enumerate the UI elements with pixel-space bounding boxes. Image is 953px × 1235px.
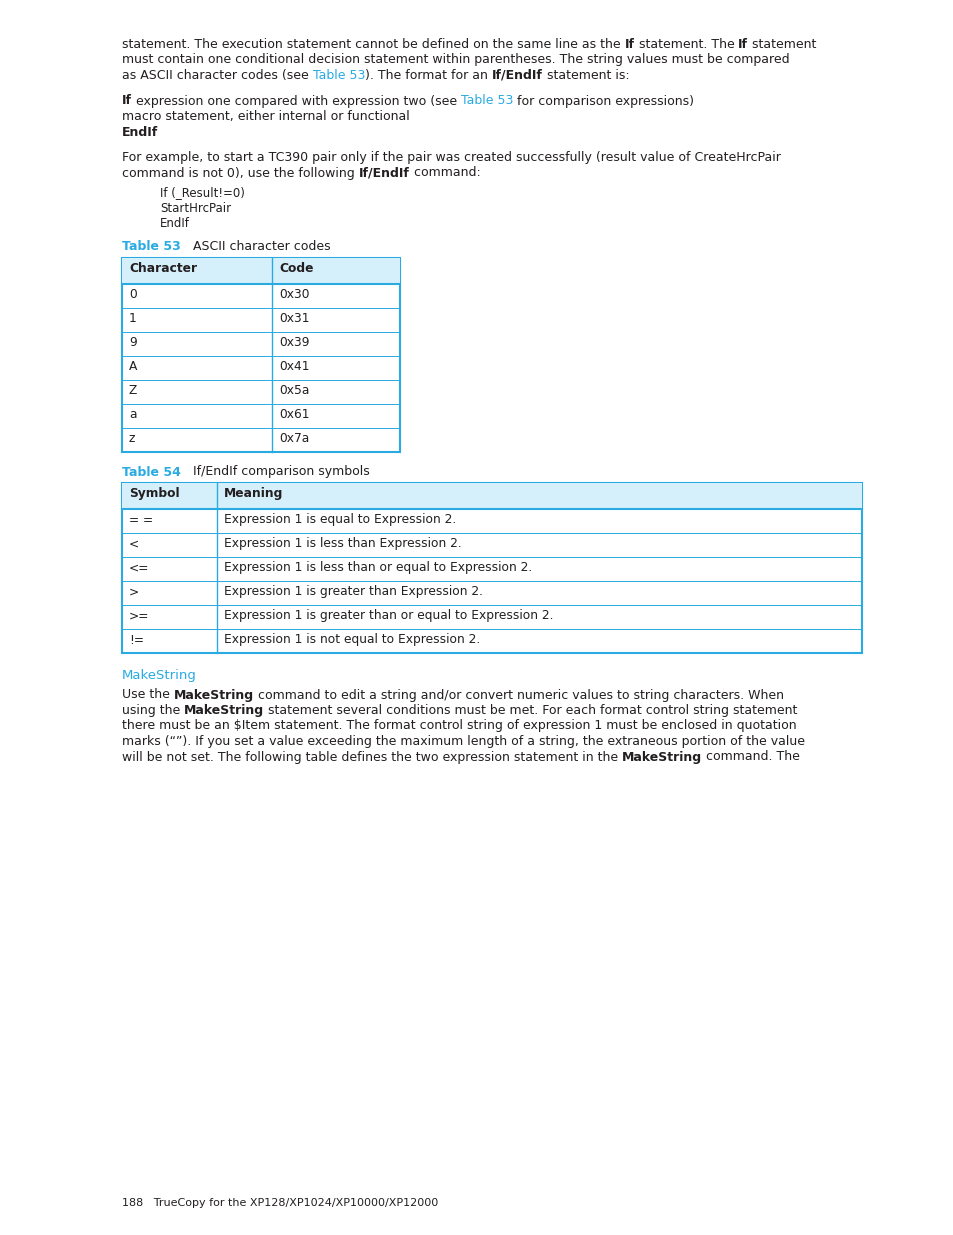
Text: MakeString: MakeString (621, 751, 701, 763)
Text: as ASCII character codes (see: as ASCII character codes (see (122, 69, 313, 82)
Text: command is not 0), use the following: command is not 0), use the following (122, 167, 358, 179)
Text: using the: using the (122, 704, 184, 718)
Text: 0x39: 0x39 (278, 336, 309, 350)
Text: Symbol: Symbol (129, 488, 179, 500)
Text: Table 53: Table 53 (460, 95, 513, 107)
Bar (122, 483, 862, 652)
Text: statement. The execution statement cannot be defined on the same line as the: statement. The execution statement canno… (122, 38, 624, 51)
Text: statement several conditions must be met. For each format control string stateme: statement several conditions must be met… (264, 704, 797, 718)
Text: 0x31: 0x31 (278, 312, 309, 326)
Text: If/EndIf: If/EndIf (492, 69, 542, 82)
Text: a: a (129, 409, 136, 421)
Text: for comparison expressions): for comparison expressions) (513, 95, 694, 107)
Text: must contain one conditional decision statement within parentheses. The string v: must contain one conditional decision st… (122, 53, 789, 67)
Text: expression one compared with expression two (see: expression one compared with expression … (132, 95, 460, 107)
Text: Table 53: Table 53 (313, 69, 365, 82)
Text: statement: statement (747, 38, 816, 51)
Text: StartHrcPair: StartHrcPair (160, 201, 231, 215)
Text: If: If (624, 38, 634, 51)
Text: !=: != (129, 634, 144, 646)
Text: If: If (738, 38, 747, 51)
Text: >=: >= (129, 610, 150, 622)
Text: there must be an $Item statement. The format control string of expression 1 must: there must be an $Item statement. The fo… (122, 720, 796, 732)
Text: Expression 1 is greater than Expression 2.: Expression 1 is greater than Expression … (224, 585, 482, 599)
Text: Expression 1 is not equal to Expression 2.: Expression 1 is not equal to Expression … (224, 634, 479, 646)
Text: 0x61: 0x61 (278, 409, 309, 421)
Text: statement is:: statement is: (542, 69, 629, 82)
Text: Meaning: Meaning (224, 488, 283, 500)
Text: 1: 1 (129, 312, 136, 326)
Text: If/EndIf: If/EndIf (358, 167, 409, 179)
Text: Character: Character (129, 263, 197, 275)
Text: Table 54: Table 54 (122, 466, 181, 478)
Text: A: A (129, 361, 137, 373)
Text: Expression 1 is less than Expression 2.: Expression 1 is less than Expression 2. (224, 537, 461, 551)
Text: marks (“”). If you set a value exceeding the maximum length of a string, the ext: marks (“”). If you set a value exceeding… (122, 735, 804, 748)
Text: MakeString: MakeString (173, 688, 253, 701)
Text: 0: 0 (129, 289, 136, 301)
Text: ). The format for an: ). The format for an (365, 69, 492, 82)
Text: command. The: command. The (701, 751, 800, 763)
Text: Expression 1 is greater than or equal to Expression 2.: Expression 1 is greater than or equal to… (224, 610, 553, 622)
Text: will be not set. The following table defines the two expression statement in the: will be not set. The following table def… (122, 751, 621, 763)
Text: 188   TrueCopy for the XP128/XP1024/XP10000/XP12000: 188 TrueCopy for the XP128/XP1024/XP1000… (122, 1198, 437, 1208)
Text: z: z (129, 432, 135, 446)
Text: 0x41: 0x41 (278, 361, 309, 373)
Text: command to edit a string and/or convert numeric values to string characters. Whe: command to edit a string and/or convert … (253, 688, 783, 701)
Text: <=: <= (129, 562, 150, 574)
Bar (122, 483, 862, 509)
Text: 0x5a: 0x5a (278, 384, 309, 398)
Text: Expression 1 is less than or equal to Expression 2.: Expression 1 is less than or equal to Ex… (224, 562, 532, 574)
Text: If (_Result!=0): If (_Result!=0) (160, 186, 245, 199)
Text: For example, to start a TC390 pair only if the pair was created successfully (re: For example, to start a TC390 pair only … (122, 151, 781, 164)
Text: statement. The: statement. The (634, 38, 738, 51)
Text: macro statement, either internal or functional: macro statement, either internal or func… (122, 110, 410, 124)
Bar (122, 258, 399, 284)
Text: Code: Code (278, 263, 314, 275)
Text: If/EndIf comparison symbols: If/EndIf comparison symbols (181, 466, 369, 478)
Text: MakeString: MakeString (122, 668, 196, 682)
Text: command:: command: (409, 167, 480, 179)
Text: >: > (129, 585, 139, 599)
Text: <: < (129, 537, 139, 551)
Bar (122, 258, 399, 452)
Text: 9: 9 (129, 336, 136, 350)
Text: 0x30: 0x30 (278, 289, 309, 301)
Text: Table 53: Table 53 (122, 241, 180, 253)
Text: Z: Z (129, 384, 137, 398)
Text: If: If (122, 95, 132, 107)
Text: Expression 1 is equal to Expression 2.: Expression 1 is equal to Expression 2. (224, 514, 456, 526)
Text: = =: = = (129, 514, 153, 526)
Text: 0x7a: 0x7a (278, 432, 309, 446)
Text: MakeString: MakeString (184, 704, 264, 718)
Text: EndIf: EndIf (122, 126, 158, 138)
Text: Use the: Use the (122, 688, 173, 701)
Text: EndIf: EndIf (160, 217, 190, 230)
Text: ASCII character codes: ASCII character codes (180, 241, 330, 253)
